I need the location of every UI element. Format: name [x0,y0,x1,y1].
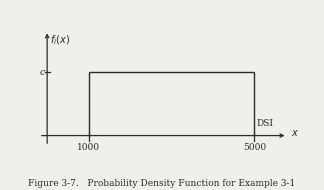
Text: 1000: 1000 [77,143,100,152]
Text: 5000: 5000 [243,143,266,152]
Text: Figure 3-7.   Probability Density Function for Example 3-1: Figure 3-7. Probability Density Function… [29,179,295,188]
Text: $f_l(x)$: $f_l(x)$ [50,34,70,47]
Text: $x$: $x$ [291,128,299,139]
Text: DSI: DSI [257,119,274,128]
Text: c: c [40,68,45,77]
